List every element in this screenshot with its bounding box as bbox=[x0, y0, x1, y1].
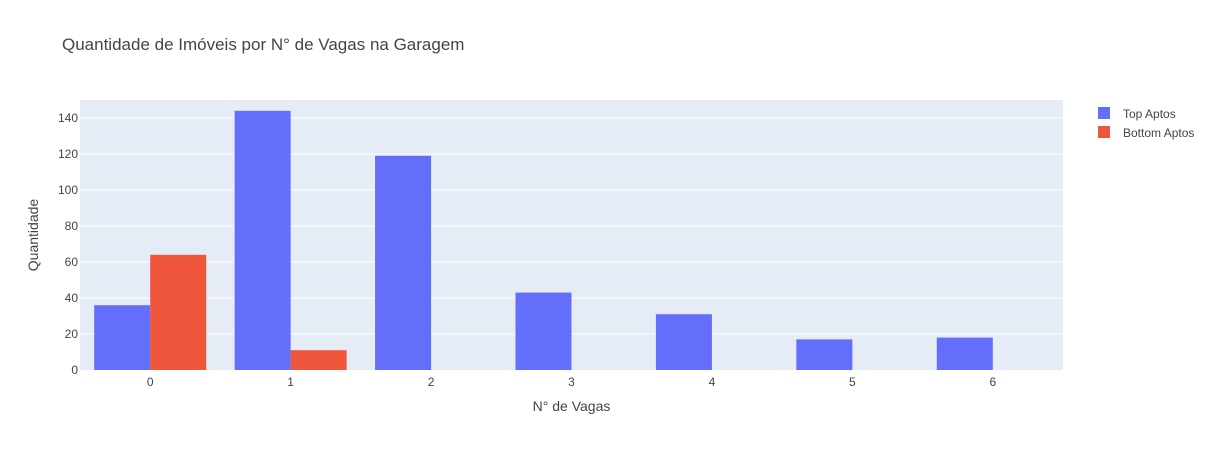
y-axis-ticks: 0 20 40 60 80 100 120 140 bbox=[58, 111, 78, 377]
x-tick-label: 5 bbox=[849, 375, 856, 389]
y-axis-title: Quantidade bbox=[25, 199, 41, 272]
bar-bottom-aptos-0[interactable] bbox=[150, 254, 207, 370]
bar-top-aptos-3[interactable] bbox=[515, 292, 572, 370]
x-tick-label: 0 bbox=[147, 375, 154, 389]
x-tick-label: 1 bbox=[287, 375, 294, 389]
y-tick-label: 0 bbox=[71, 363, 78, 377]
y-tick-label: 40 bbox=[65, 291, 79, 305]
legend-label: Top Aptos bbox=[1123, 107, 1176, 121]
x-tick-label: 4 bbox=[709, 375, 716, 389]
bar-bottom-aptos-1[interactable] bbox=[290, 350, 347, 370]
y-tick-label: 20 bbox=[65, 327, 79, 341]
bar-top-aptos-5[interactable] bbox=[796, 339, 853, 370]
x-tick-label: 3 bbox=[568, 375, 575, 389]
bar-top-aptos-0[interactable] bbox=[94, 305, 151, 370]
legend-label: Bottom Aptos bbox=[1123, 126, 1194, 140]
legend-swatch bbox=[1098, 107, 1110, 119]
x-axis-ticks: 0 1 2 3 4 5 6 bbox=[147, 375, 997, 389]
legend[interactable]: Top Aptos Bottom Aptos bbox=[1098, 107, 1194, 140]
y-tick-label: 100 bbox=[58, 183, 78, 197]
bar-top-aptos-6[interactable] bbox=[936, 337, 993, 370]
legend-item-top-aptos[interactable]: Top Aptos bbox=[1098, 107, 1176, 121]
y-tick-label: 80 bbox=[65, 219, 79, 233]
y-tick-label: 120 bbox=[58, 147, 78, 161]
legend-swatch bbox=[1098, 126, 1110, 138]
x-axis-title: N° de Vagas bbox=[533, 398, 611, 414]
legend-item-bottom-aptos[interactable]: Bottom Aptos bbox=[1098, 126, 1194, 140]
chart-title: Quantidade de Imóveis por N° de Vagas na… bbox=[62, 35, 464, 54]
y-tick-label: 140 bbox=[58, 111, 78, 125]
bar-top-aptos-4[interactable] bbox=[655, 314, 712, 370]
x-tick-label: 2 bbox=[428, 375, 435, 389]
bar-top-aptos-2[interactable] bbox=[375, 155, 432, 370]
bars bbox=[94, 110, 993, 371]
bar-top-aptos-1[interactable] bbox=[234, 110, 291, 371]
x-tick-label: 6 bbox=[989, 375, 996, 389]
y-tick-label: 60 bbox=[65, 255, 79, 269]
